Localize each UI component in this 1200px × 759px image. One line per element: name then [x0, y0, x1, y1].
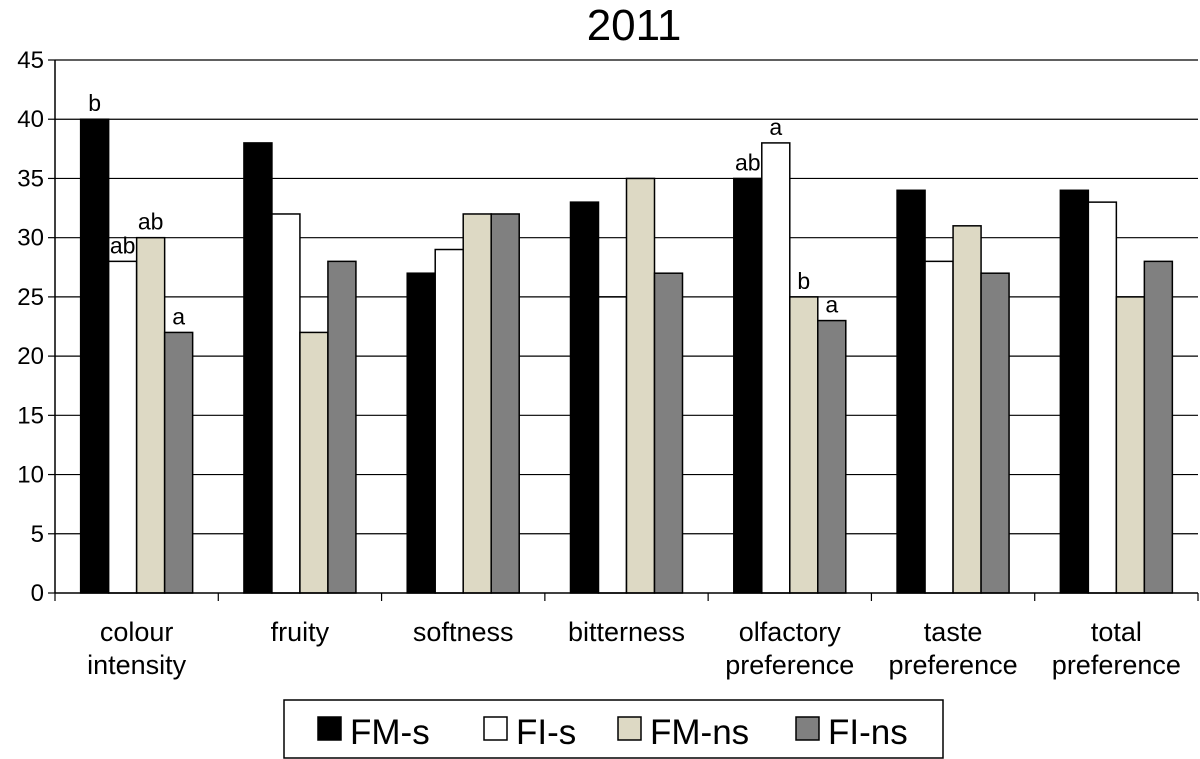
y-tick-label: 5: [31, 521, 44, 548]
bar: [924, 260, 954, 594]
x-tick-label: intensity: [87, 650, 187, 680]
bar: [135, 236, 166, 594]
bar: [625, 177, 656, 594]
significance-letter: a: [825, 292, 838, 318]
chart-title: 2011: [587, 1, 682, 50]
x-tick-label: softness: [413, 617, 514, 647]
bar: [107, 260, 138, 594]
y-tick-label: 40: [17, 106, 44, 133]
legend-label: FI-s: [516, 713, 576, 752]
y-tick-label: 0: [31, 580, 44, 607]
bar: [569, 201, 600, 594]
bar: [761, 142, 791, 594]
y-tick-label: 20: [17, 343, 44, 370]
bars: [79, 118, 1174, 594]
legend-swatch: [483, 716, 508, 741]
legend-box: [283, 699, 944, 759]
bar: [163, 331, 194, 594]
x-tick-label: bitterness: [568, 617, 685, 647]
bar: [79, 118, 110, 594]
significance-letter: b: [88, 90, 101, 116]
x-tick-label: total: [1091, 617, 1142, 647]
bar: [1087, 201, 1118, 594]
x-tick-label: taste: [924, 617, 983, 647]
bar: [1059, 189, 1090, 594]
significance-letter: ab: [735, 149, 761, 175]
bar: [733, 177, 763, 594]
y-tick-label: 15: [17, 402, 44, 429]
legend-swatch: [317, 716, 342, 741]
bar: [817, 319, 847, 594]
y-tick-label: 30: [17, 225, 44, 252]
y-tick-label: 45: [17, 47, 44, 74]
significance-letter: a: [172, 303, 185, 329]
bar: [980, 272, 1010, 594]
legend: FM-s FI-s FM-ns FI-ns: [283, 699, 944, 759]
significance-letter: a: [769, 114, 782, 140]
bar: [243, 142, 273, 594]
legend-swatch: [617, 716, 642, 741]
bar: [653, 272, 684, 594]
bar: [896, 189, 926, 594]
bar: [1143, 260, 1174, 594]
x-tick-label: preference: [889, 650, 1018, 680]
bar: [597, 296, 628, 594]
y-tick-label: 10: [17, 462, 44, 489]
legend-label: FM-ns: [650, 713, 749, 752]
x-tick-label: colour: [100, 617, 174, 647]
bar: [952, 225, 982, 594]
legend-label: FI-ns: [828, 713, 908, 752]
y-tick-label: 35: [17, 165, 44, 192]
bar: [490, 213, 520, 594]
bar: [462, 213, 492, 594]
legend-label: FM-s: [350, 713, 430, 752]
y-axis: 0 5 10 15 20 25 30 35 40 45: [17, 47, 56, 607]
x-tick-label: olfactory: [739, 617, 842, 647]
x-tick-label: preference: [1052, 650, 1181, 680]
bar: [299, 331, 329, 594]
x-tick-label: preference: [725, 650, 854, 680]
bar: [271, 213, 301, 594]
bar: [1115, 296, 1146, 594]
bar: [789, 296, 819, 594]
significance-letter: ab: [110, 232, 136, 258]
legend-swatch: [795, 716, 820, 741]
significance-letter: b: [797, 268, 810, 294]
bar: [327, 260, 357, 594]
x-tick-label: fruity: [271, 617, 330, 647]
y-tick-label: 25: [17, 284, 44, 311]
significance-letter: ab: [138, 209, 164, 235]
bar: [406, 272, 436, 594]
bar: [434, 248, 464, 594]
